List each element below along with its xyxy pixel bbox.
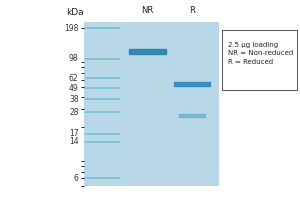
Text: 38: 38 <box>69 95 79 104</box>
Text: NR: NR <box>141 6 154 15</box>
Text: R: R <box>189 6 195 15</box>
Text: 62: 62 <box>69 74 79 83</box>
Text: 98: 98 <box>69 54 79 63</box>
Text: 198: 198 <box>64 24 79 33</box>
Text: 2.5 μg loading
NR = Non-reduced
R = Reduced: 2.5 μg loading NR = Non-reduced R = Redu… <box>228 42 293 65</box>
Text: 14: 14 <box>69 137 79 146</box>
Text: kDa: kDa <box>67 8 84 17</box>
Text: 49: 49 <box>69 84 79 93</box>
Text: 6: 6 <box>74 174 79 183</box>
Text: 28: 28 <box>69 108 79 117</box>
Text: 17: 17 <box>69 129 79 138</box>
